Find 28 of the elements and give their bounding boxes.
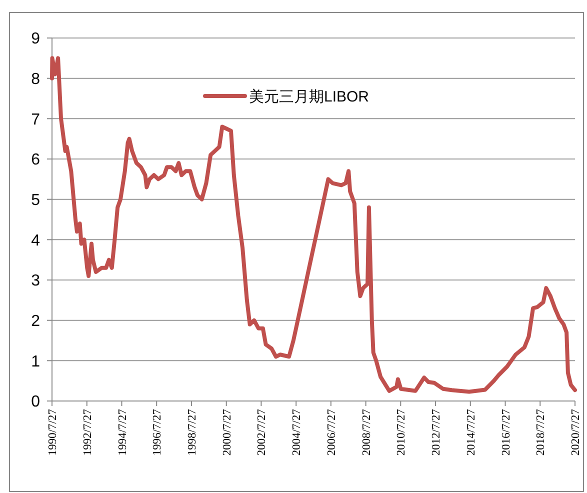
- y-tick-label: 7: [31, 111, 40, 128]
- x-tick-label: 2018/7/27: [535, 408, 548, 456]
- x-tick-label: 2002/7/27: [256, 408, 268, 456]
- y-tick-label: 8: [31, 70, 40, 88]
- y-tick-label: 6: [31, 152, 40, 169]
- y-tick-label: 2: [31, 312, 40, 330]
- x-tick-label: 2012/7/27: [430, 408, 443, 456]
- y-tick-label: 5: [31, 192, 40, 209]
- x-tick-label: 2014/7/27: [465, 408, 478, 456]
- x-tick-label: 1994/7/27: [116, 408, 129, 456]
- y-tick-label: 1: [31, 353, 40, 370]
- x-tick-label: 1996/7/27: [152, 408, 164, 456]
- y-tick-label: 0: [31, 394, 40, 411]
- x-tick-label: 2020/7/27: [570, 408, 582, 456]
- x-tick-label: 1990/7/27: [47, 408, 60, 456]
- x-tick-label: 2008/7/27: [360, 408, 373, 456]
- y-tick-label: 9: [31, 30, 40, 48]
- x-tick-label: 2000/7/27: [221, 408, 234, 456]
- x-tick-label: 2004/7/27: [291, 408, 304, 456]
- y-tick-label: 3: [31, 272, 40, 290]
- x-tick-label: 1998/7/27: [186, 408, 198, 456]
- y-tick-label: 4: [31, 232, 40, 250]
- line-series: [50, 56, 577, 394]
- x-tick-label: 2016/7/27: [500, 408, 512, 456]
- x-tick-label: 2006/7/27: [326, 408, 338, 456]
- legend-label: 美元三月期LIBOR: [249, 88, 370, 106]
- x-tick-label: 2010/7/27: [396, 408, 408, 456]
- x-tick-label: 1992/7/27: [82, 408, 94, 456]
